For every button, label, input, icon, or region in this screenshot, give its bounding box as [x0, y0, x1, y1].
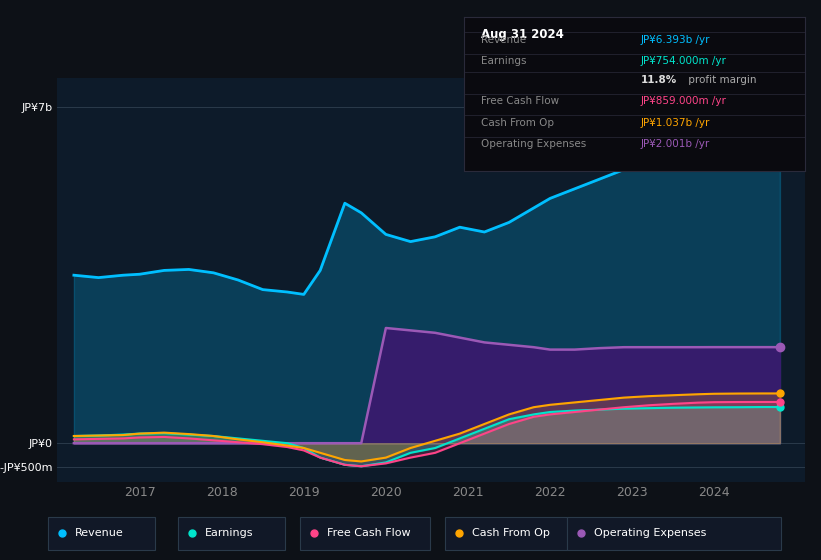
Bar — [567, 516, 781, 550]
Text: profit margin: profit margin — [686, 74, 757, 85]
Bar — [300, 516, 430, 550]
Text: Free Cash Flow: Free Cash Flow — [481, 96, 559, 106]
Text: 11.8%: 11.8% — [641, 74, 677, 85]
Text: Operating Expenses: Operating Expenses — [594, 529, 706, 538]
Bar — [48, 516, 155, 550]
Text: JP¥6.393b /yr: JP¥6.393b /yr — [641, 35, 710, 45]
Text: Operating Expenses: Operating Expenses — [481, 139, 586, 150]
Text: Earnings: Earnings — [481, 56, 526, 66]
Text: Cash From Op: Cash From Op — [481, 118, 554, 128]
Text: Free Cash Flow: Free Cash Flow — [327, 529, 410, 538]
Text: Revenue: Revenue — [75, 529, 124, 538]
Text: Earnings: Earnings — [204, 529, 253, 538]
Text: Revenue: Revenue — [481, 35, 526, 45]
Text: JP¥859.000m /yr: JP¥859.000m /yr — [641, 96, 727, 106]
Bar — [178, 516, 285, 550]
Text: JP¥754.000m /yr: JP¥754.000m /yr — [641, 56, 727, 66]
Text: Cash From Op: Cash From Op — [472, 529, 550, 538]
Bar — [445, 516, 567, 550]
Text: Aug 31 2024: Aug 31 2024 — [481, 27, 564, 40]
Text: JP¥1.037b /yr: JP¥1.037b /yr — [641, 118, 710, 128]
Text: JP¥2.001b /yr: JP¥2.001b /yr — [641, 139, 710, 150]
